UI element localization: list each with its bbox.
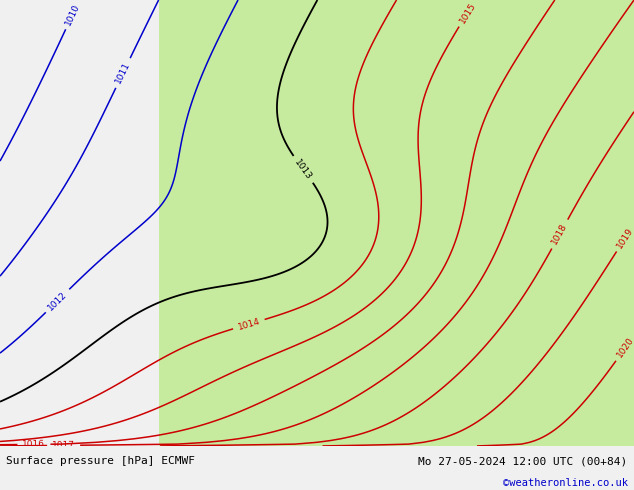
Text: 1011: 1011 (114, 61, 132, 85)
Text: 1017: 1017 (52, 441, 75, 450)
Text: 1014: 1014 (236, 317, 261, 332)
Text: Mo 27-05-2024 12:00 UTC (00+84): Mo 27-05-2024 12:00 UTC (00+84) (418, 456, 628, 466)
Text: 1020: 1020 (615, 336, 634, 359)
Text: 1016: 1016 (22, 440, 46, 449)
Text: 1018: 1018 (550, 222, 569, 246)
Text: 1012: 1012 (46, 290, 69, 312)
Text: ©weatheronline.co.uk: ©weatheronline.co.uk (503, 478, 628, 489)
Text: 1010: 1010 (64, 2, 82, 26)
Text: 1013: 1013 (293, 157, 314, 181)
Text: Surface pressure [hPa] ECMWF: Surface pressure [hPa] ECMWF (6, 456, 195, 466)
Text: 1015: 1015 (458, 0, 477, 24)
Text: 1019: 1019 (616, 225, 634, 250)
Bar (158, 0, 634, 446)
